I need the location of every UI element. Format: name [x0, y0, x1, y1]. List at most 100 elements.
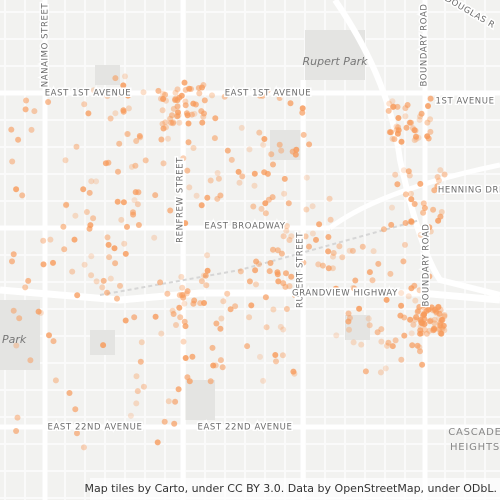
point: [424, 119, 431, 126]
point: [288, 273, 295, 280]
point: [158, 330, 165, 337]
point: [212, 115, 219, 122]
point: [274, 271, 281, 278]
point: [389, 343, 396, 350]
point: [88, 253, 95, 260]
point: [315, 261, 322, 268]
point: [211, 135, 218, 142]
point: [302, 233, 309, 240]
point: [172, 97, 179, 103]
point: [276, 95, 283, 101]
point: [423, 330, 430, 337]
attribution-box: [90, 478, 500, 500]
point: [288, 233, 295, 240]
point: [135, 222, 142, 228]
point: [277, 323, 284, 330]
point: [258, 205, 265, 212]
point: [417, 348, 423, 355]
point: [142, 157, 149, 164]
point: [155, 87, 162, 94]
point: [366, 269, 373, 276]
point: [209, 92, 215, 99]
point: [199, 119, 206, 126]
point: [45, 99, 52, 105]
point: [385, 339, 392, 346]
point: [281, 190, 288, 197]
point: [87, 222, 94, 229]
point: [73, 143, 80, 150]
point: [272, 352, 279, 358]
place-label: Rupert Park: [303, 55, 369, 68]
point: [134, 201, 141, 208]
point: [228, 156, 235, 163]
point: [35, 308, 42, 315]
point: [203, 282, 210, 289]
point: [125, 105, 132, 112]
point: [345, 318, 352, 325]
point: [158, 95, 164, 102]
point: [80, 186, 87, 193]
point: [425, 103, 431, 109]
highway: [0, 286, 500, 304]
point: [111, 245, 118, 252]
point: [379, 291, 386, 298]
point: [186, 85, 193, 92]
point: [325, 234, 332, 240]
point: [120, 82, 127, 89]
point: [182, 355, 189, 361]
point: [420, 302, 427, 309]
point: [251, 182, 258, 189]
point: [405, 168, 412, 175]
point: [214, 170, 221, 176]
point: [132, 162, 139, 169]
point: [93, 278, 100, 285]
point: [300, 259, 307, 266]
point: [400, 258, 407, 265]
point: [430, 206, 437, 213]
point: [8, 126, 15, 133]
point: [264, 170, 271, 177]
point: [437, 330, 444, 336]
point: [131, 314, 138, 321]
point: [268, 151, 275, 158]
point: [176, 119, 183, 126]
point: [427, 116, 434, 123]
point: [260, 377, 267, 384]
point: [239, 173, 246, 180]
point: [112, 260, 119, 267]
point: [418, 318, 425, 325]
point: [134, 388, 141, 395]
point: [329, 265, 336, 272]
incident-points: [8, 73, 448, 451]
point: [168, 119, 174, 126]
point: [189, 353, 196, 360]
point: [157, 279, 164, 286]
point: [192, 101, 199, 108]
point: [66, 390, 73, 396]
point: [63, 201, 70, 208]
point: [402, 220, 409, 226]
point: [410, 321, 417, 328]
road-label: RENFREW STREET: [176, 157, 186, 243]
point: [398, 302, 405, 309]
point: [124, 131, 131, 137]
point: [408, 119, 414, 126]
point: [27, 357, 34, 364]
road: [328, 162, 500, 230]
point: [122, 250, 129, 257]
point: [387, 288, 394, 295]
road-label: NANAIMO STREET: [41, 3, 51, 88]
point: [439, 316, 446, 323]
point: [270, 161, 276, 168]
point: [278, 147, 285, 154]
point: [385, 107, 392, 114]
point: [391, 136, 398, 143]
point: [14, 414, 21, 421]
point: [13, 186, 20, 193]
point: [280, 233, 287, 240]
point: [303, 206, 310, 213]
point: [170, 105, 177, 112]
point: [319, 262, 326, 269]
point: [200, 113, 207, 120]
point: [188, 111, 195, 118]
